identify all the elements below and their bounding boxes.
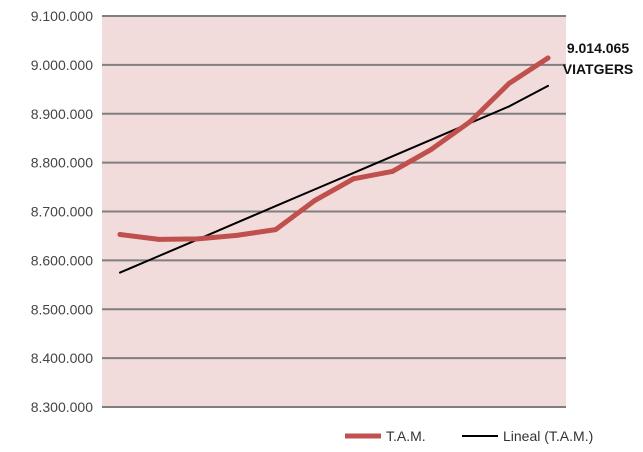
data-point-tam <box>117 231 123 237</box>
data-point-tam <box>545 55 551 61</box>
y-tick-label: 9.000.000 <box>31 57 93 73</box>
data-point-tam <box>467 119 473 125</box>
data-point-tam <box>273 227 279 233</box>
annotation-value-label: 9.014.065 <box>567 40 629 56</box>
trendline-lineal-tam <box>119 84 549 274</box>
legend-label-tam: T.A.M. <box>386 428 426 444</box>
y-tick-label: 9.100.000 <box>31 8 93 24</box>
legend: T.A.M. Lineal (T.A.M.) <box>345 428 593 444</box>
data-point-tam <box>195 236 201 242</box>
y-tick-label: 8.400.000 <box>31 350 93 366</box>
series-line-tam <box>117 55 551 242</box>
y-tick-label: 8.700.000 <box>31 204 93 220</box>
y-tick-label: 8.300.000 <box>31 399 93 415</box>
annotation-layer: 9.014.065 VIATGERS <box>563 40 634 77</box>
data-point-tam <box>312 198 318 204</box>
legend-label-lineal-tam: Lineal (T.A.M.) <box>503 428 593 444</box>
data-point-tam <box>506 80 512 86</box>
y-axis: 9.100.000 9.000.000 8.900.000 8.800.000 8.70… <box>31 8 93 415</box>
y-tick-label: 8.600.000 <box>31 252 93 268</box>
gridlines <box>102 15 566 408</box>
annotation-unit-label: VIATGERS <box>563 61 634 77</box>
data-point-tam <box>350 176 356 182</box>
series-layer <box>117 55 551 274</box>
y-tick-label: 8.500.000 <box>31 301 93 317</box>
data-point-tam <box>389 168 395 174</box>
data-point-tam <box>428 146 434 152</box>
data-point-tam <box>156 236 162 242</box>
y-tick-label: 8.800.000 <box>31 155 93 171</box>
y-tick-label: 8.900.000 <box>31 106 93 122</box>
data-point-tam <box>234 232 240 238</box>
